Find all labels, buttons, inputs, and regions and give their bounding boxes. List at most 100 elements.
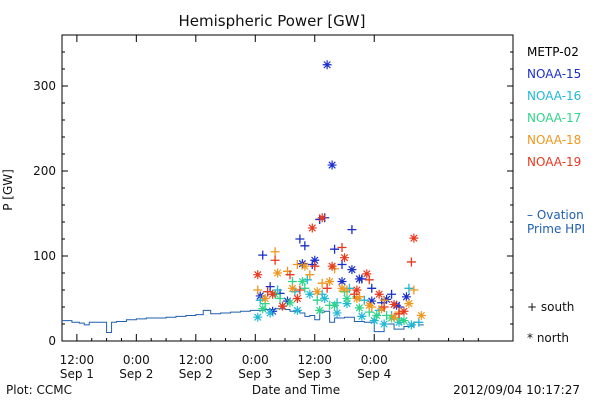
noaa-15-south-point — [265, 282, 275, 292]
data-points — [253, 60, 426, 330]
noaa-19-north-point — [278, 301, 288, 311]
noaa-16-north-point — [305, 289, 315, 299]
noaa-16-south-point — [414, 317, 424, 327]
noaa-15-south-point — [367, 283, 377, 293]
x-tick-label-date: Sep 2 — [119, 367, 153, 381]
noaa-17-north-point — [285, 298, 295, 308]
noaa-16-north-point — [292, 305, 302, 315]
noaa-15-north-point — [392, 300, 402, 310]
noaa-18-north-point — [377, 304, 387, 314]
noaa-15-south-point — [337, 260, 347, 269]
y-tick-label: 200 — [33, 164, 56, 178]
x-tick-label-time: 0:00 — [123, 353, 150, 367]
noaa-18-north-point — [364, 300, 374, 310]
noaa-15-north-point — [327, 160, 337, 170]
y-tick-label: 0 — [48, 334, 56, 348]
noaa-15-north-point — [310, 255, 320, 265]
noaa-16-north-point — [342, 299, 352, 309]
noaa-16-north-point — [320, 294, 330, 303]
noaa-17-north-point — [354, 303, 364, 313]
noaa-19-north-point — [399, 306, 409, 316]
noaa-18-north-point — [260, 294, 270, 303]
x-tick-label-time: 0:00 — [242, 353, 269, 367]
legend-noaa-18: NOAA-18 — [527, 133, 581, 147]
noaa-16-north-point — [265, 308, 275, 318]
y-tick-label: 100 — [33, 249, 56, 263]
noaa-19-north-point — [389, 299, 399, 309]
legend-metp-02: METP-02 — [527, 45, 579, 59]
noaa-15-north-point — [367, 296, 377, 306]
legend: METP-02 NOAA-15 NOAA-16 NOAA-17 NOAA-18 NOAA-… — [527, 45, 585, 345]
x-tick-label-date: Sep 4 — [357, 367, 391, 381]
y-tick-label: 300 — [33, 79, 56, 93]
noaa-18-south-point — [317, 278, 327, 288]
noaa-18-south-point — [305, 270, 315, 280]
noaa-17-north-point — [372, 311, 382, 320]
noaa-15-south-point — [387, 289, 397, 299]
x-tick-label-date: Sep 3 — [238, 367, 272, 381]
x-tick-label-time: 0:00 — [361, 353, 388, 367]
noaa-19-north-point — [307, 223, 317, 233]
noaa-19-north-point — [317, 213, 327, 223]
x-tick-label-date: Sep 2 — [179, 367, 213, 381]
noaa-15-north-point — [337, 277, 347, 286]
x-tick-label-time: 12:00 — [297, 353, 332, 367]
noaa-15-south-point — [330, 244, 340, 254]
noaa-18-south-point — [292, 260, 302, 269]
noaa-17-north-point — [330, 300, 340, 310]
noaa-18-south-point — [270, 247, 280, 257]
legend-noaa-15: NOAA-15 — [527, 67, 581, 81]
noaa-19-north-point — [253, 270, 263, 280]
legend-ovation-line1: – Ovation — [527, 208, 584, 222]
footer-plot-credit: Plot: CCMC — [6, 383, 72, 397]
noaa-18-north-point — [287, 283, 297, 293]
noaa-17-north-point — [387, 313, 397, 323]
noaa-19-north-point — [292, 294, 302, 303]
noaa-19-south-point — [379, 302, 389, 312]
legend-south-marker: + south — [527, 300, 574, 314]
noaa-16-north-point — [369, 316, 379, 326]
noaa-19-south-point — [295, 285, 305, 295]
noaa-19-north-point — [362, 269, 372, 279]
noaa-19-south-point — [406, 257, 416, 267]
noaa-15-south-point — [347, 225, 357, 235]
noaa-16-north-point — [379, 319, 389, 329]
noaa-15-south-point — [258, 250, 268, 260]
noaa-19-north-point — [409, 233, 419, 243]
plot-area-frame — [61, 34, 514, 342]
noaa-17-south-point — [312, 295, 322, 305]
noaa-16-north-point — [332, 308, 342, 318]
noaa-19-north-point — [352, 285, 362, 295]
legend-noaa-19: NOAA-19 — [527, 155, 581, 169]
noaa-19-north-point — [268, 289, 278, 299]
noaa-18-north-point — [300, 261, 310, 271]
x-tick-label-date: Sep 1 — [60, 367, 94, 381]
x-tick-label-time: 12:00 — [179, 353, 214, 367]
footer-timestamp: 2012/09/04 10:17:27 — [453, 383, 580, 397]
noaa-18-north-point — [325, 277, 335, 286]
y-axis-label: P [GW] — [1, 169, 15, 211]
x-tick-label-date: Sep 3 — [298, 367, 332, 381]
noaa-19-north-point — [374, 289, 384, 299]
legend-noaa-17: NOAA-17 — [527, 111, 581, 125]
noaa-19-south-point — [322, 283, 332, 293]
noaa-18-south-point — [409, 285, 419, 295]
noaa-15-north-point — [401, 292, 411, 302]
x-axis-label: Date and Time — [252, 383, 340, 397]
noaa-16-south-point — [404, 283, 414, 293]
noaa-19-south-point — [310, 261, 320, 271]
chart-title: Hemispheric Power [GW] — [179, 12, 366, 30]
noaa-15-north-point — [382, 294, 392, 304]
noaa-19-south-point — [285, 270, 295, 280]
noaa-16-north-point — [357, 311, 367, 321]
legend-ovation-line2: Prime HPI — [527, 222, 585, 236]
y-axis: 0 100 200 300 — [33, 34, 513, 348]
noaa-18-north-point — [337, 283, 347, 293]
noaa-18-north-point — [312, 287, 322, 297]
noaa-15-south-point — [300, 241, 310, 251]
noaa-18-north-point — [404, 299, 414, 309]
noaa-17-north-point — [342, 294, 352, 303]
